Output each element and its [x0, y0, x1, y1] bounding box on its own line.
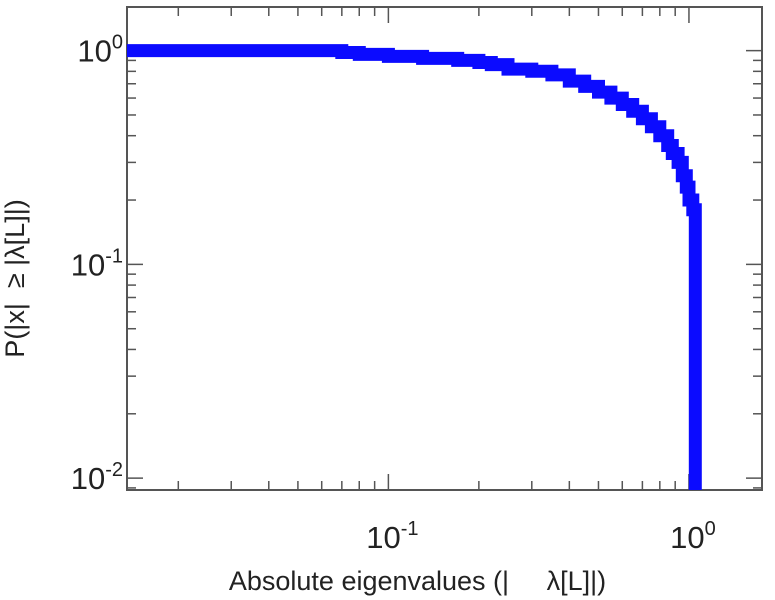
y-tick-label-3: 10-2 — [71, 459, 123, 496]
x-tick-label-1: 10-1 — [366, 518, 418, 555]
y-axis-title: P(|x| ≥ |λ[L]|) — [0, 199, 30, 357]
x-tick-2-base: 10 — [670, 520, 704, 555]
x-axis-title: Absolute eigenvalues (| λ[L]|) — [229, 566, 606, 596]
y-tick-3-exponent: -2 — [105, 459, 123, 481]
y-tick-1-exponent: 0 — [112, 32, 123, 54]
y-tick-label-1: 100 — [77, 32, 123, 69]
y-tick-3-base: 10 — [71, 461, 105, 496]
series-line — [127, 44, 702, 490]
x-tick-label-2: 100 — [670, 518, 716, 555]
minor-ticks — [127, 7, 762, 490]
x-tick-1-exponent: -1 — [401, 518, 419, 540]
plot-frame — [126, 6, 763, 491]
y-tick-2-exponent: -1 — [105, 245, 123, 267]
x-tick-2-exponent: 0 — [705, 518, 716, 540]
major-ticks — [127, 7, 762, 490]
y-tick-label-2: 10-1 — [71, 245, 123, 282]
x-tick-1-base: 10 — [366, 520, 400, 555]
y-tick-1-base: 10 — [77, 34, 111, 69]
y-tick-2-base: 10 — [71, 247, 105, 282]
